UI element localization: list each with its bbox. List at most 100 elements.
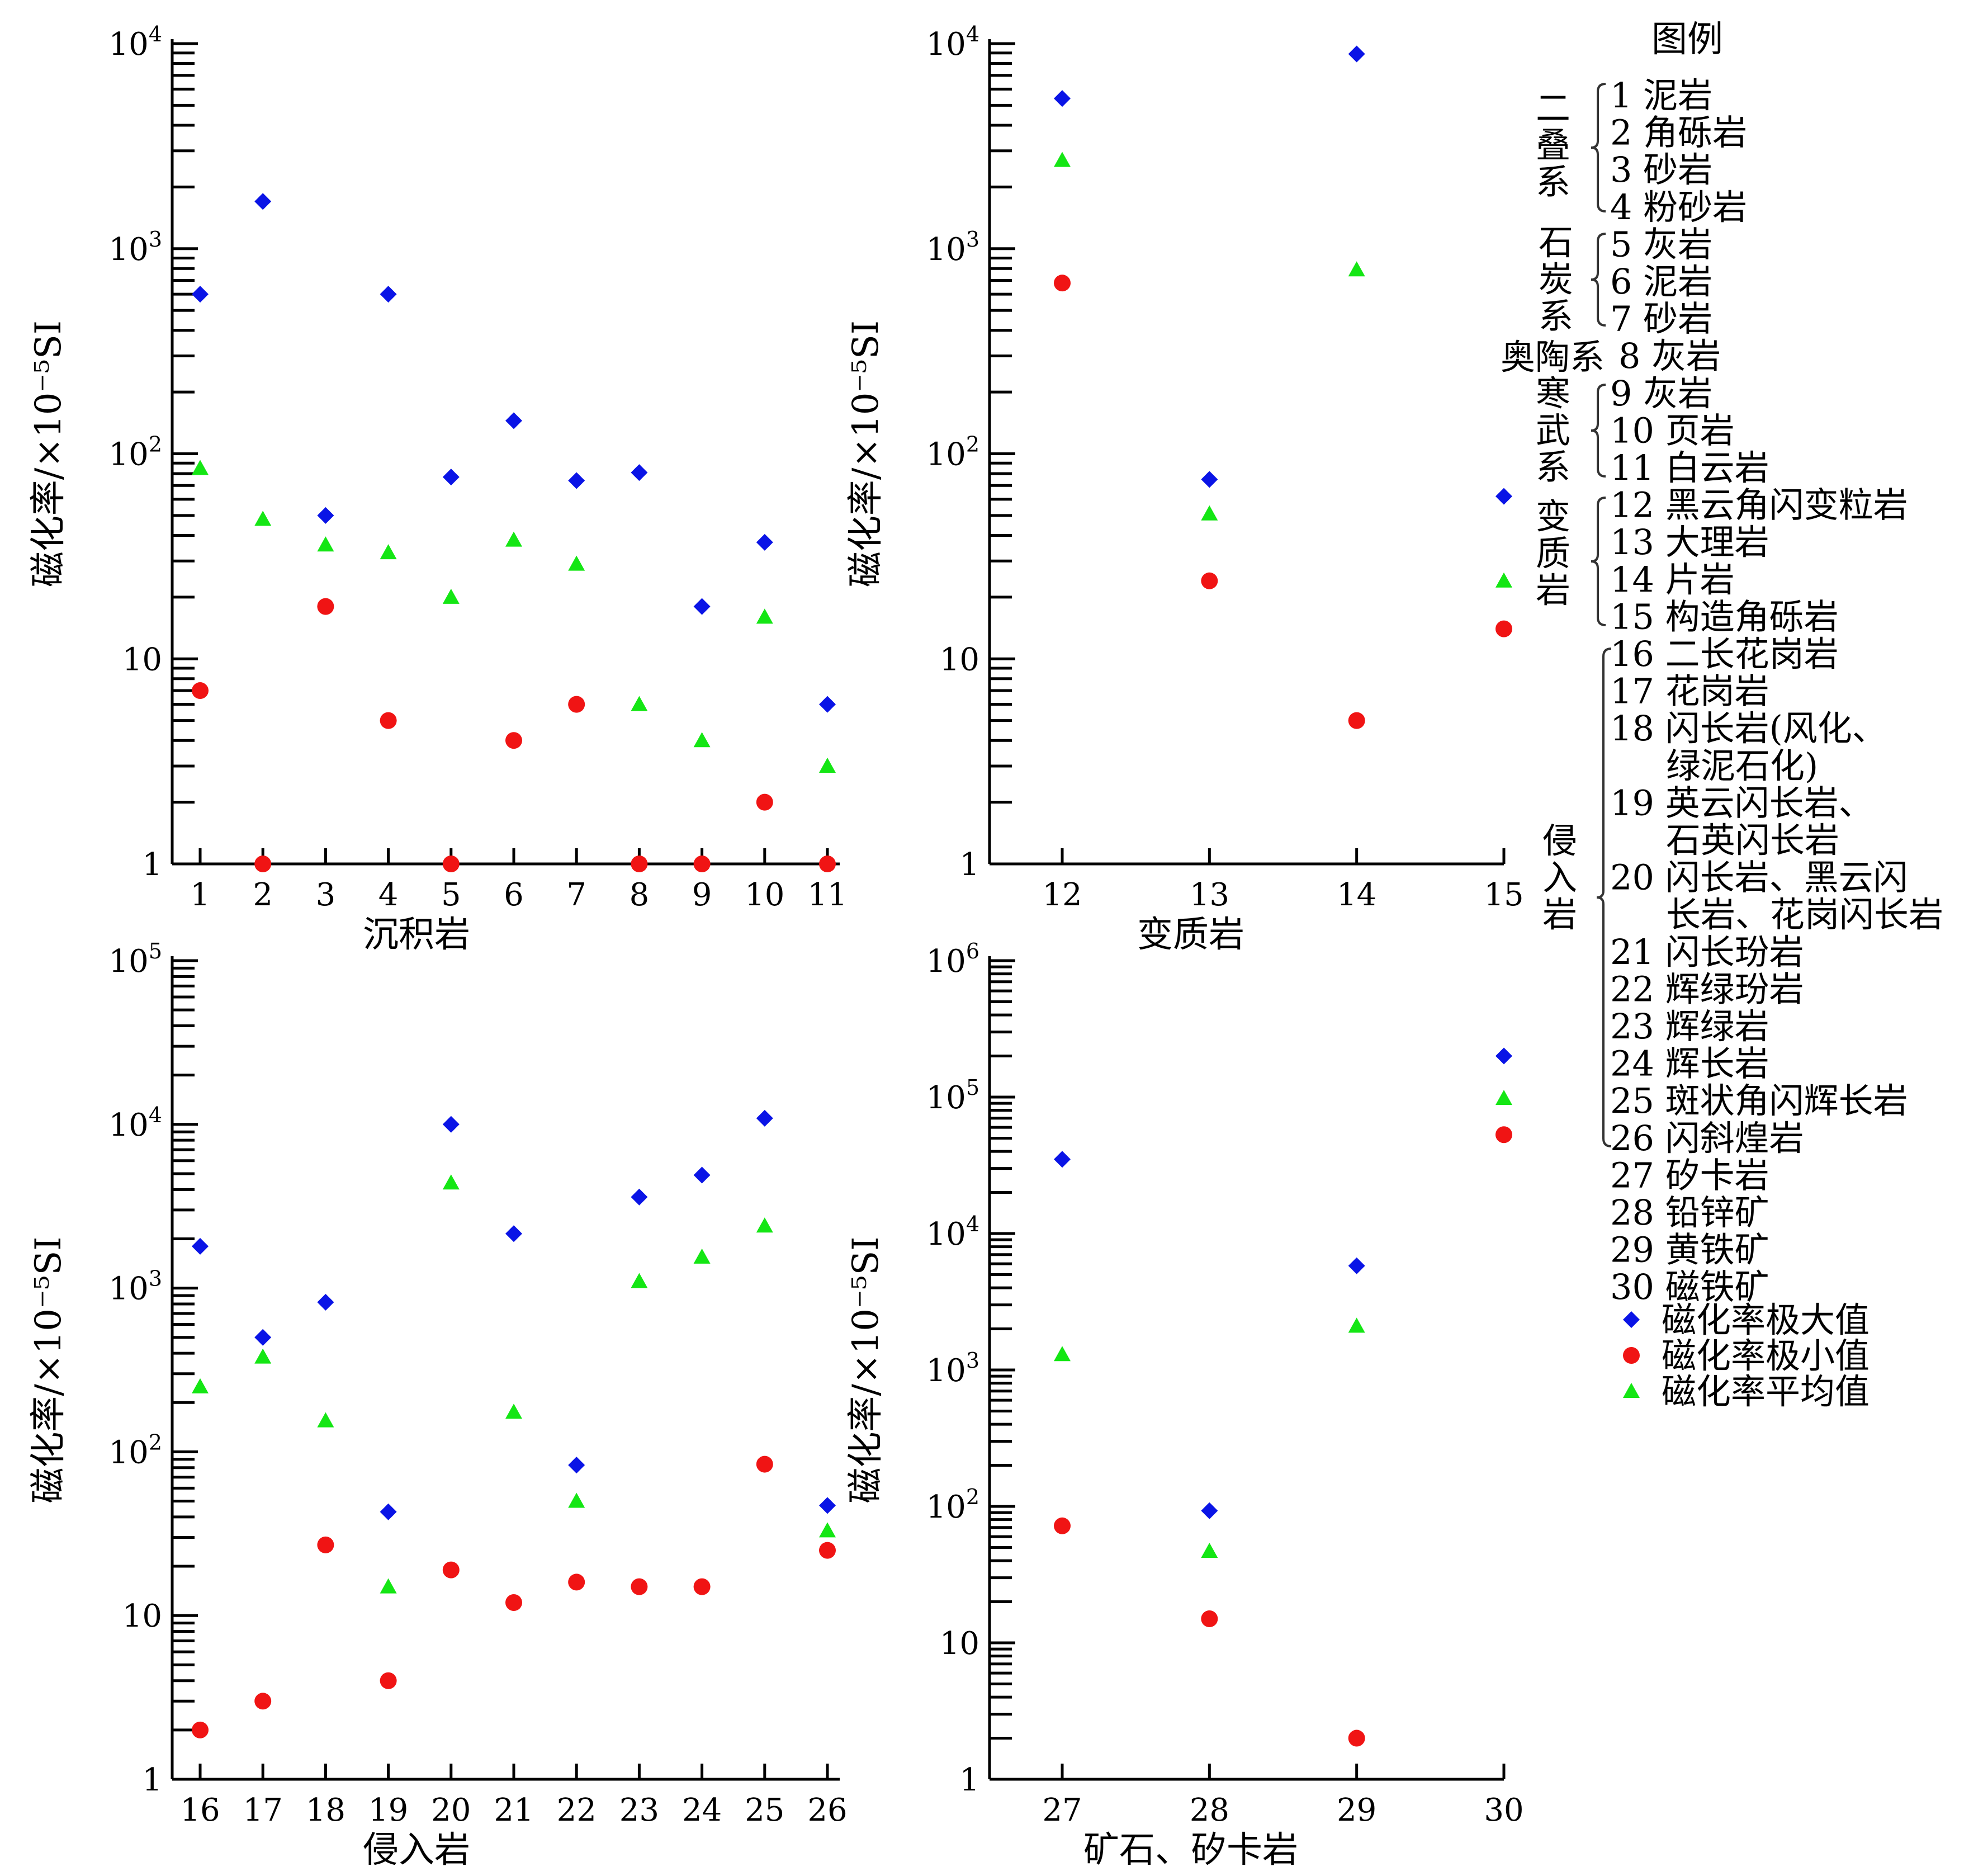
legend-group-cambrian: 寒	[1536, 373, 1570, 414]
point-max	[1348, 1257, 1365, 1274]
series-avg	[1054, 152, 1512, 588]
point-min	[1348, 712, 1365, 729]
x-tick-label: 4	[378, 877, 399, 913]
legend-item: 21 闪长玢岩	[1610, 932, 1804, 972]
legend-group-carboniferous: 系	[1539, 296, 1573, 337]
series-max	[192, 1109, 836, 1520]
point-avg	[442, 588, 460, 604]
point-min	[1054, 1517, 1071, 1534]
point-avg	[317, 1412, 334, 1428]
point-min	[254, 1693, 272, 1710]
y-tick-base: 10	[109, 1107, 149, 1143]
y-tick-label: 1	[959, 847, 979, 883]
y-tick-base: 10	[109, 1271, 149, 1307]
y-tick-label: 103	[926, 1348, 979, 1389]
point-avg	[631, 696, 648, 711]
legend-item: 15 构造角砾岩	[1610, 596, 1839, 637]
brace-carboniferous	[1591, 233, 1606, 327]
point-avg	[756, 1217, 773, 1233]
legend-item: 28 铅锌矿	[1610, 1192, 1769, 1233]
y-tick-label: 104	[109, 22, 162, 63]
point-min	[1054, 275, 1071, 292]
series-avg	[192, 1174, 836, 1594]
y-tick-base: 10	[926, 943, 966, 980]
legend-group-permian: 系	[1536, 162, 1570, 202]
point-avg	[1495, 572, 1512, 588]
brace-intrusive	[1596, 648, 1612, 1147]
y-tick-exponent: 3	[966, 1348, 979, 1373]
legend-item: 8 灰岩	[1618, 335, 1721, 376]
y-tick-exponent: 2	[966, 432, 979, 457]
point-min	[380, 712, 397, 729]
y-tick-exponent: 3	[966, 227, 979, 252]
point-min	[568, 696, 585, 713]
point-max	[1201, 1502, 1218, 1519]
point-min	[317, 598, 334, 615]
legend-group-ordovician: 奥陶系	[1501, 337, 1605, 377]
x-tick-label: 20	[431, 1792, 471, 1828]
legend-group-permian: 二	[1536, 88, 1570, 129]
legend-group-intrusive: 侵	[1542, 820, 1577, 861]
x-tick-label: 18	[306, 1792, 346, 1828]
y-axis-title: 磁化率/×10⁻⁵SI	[845, 1236, 887, 1503]
point-max	[756, 1109, 773, 1127]
series-max	[1054, 1047, 1512, 1519]
x-tick-label: 27	[1042, 1792, 1082, 1828]
legend-item: 29 黄铁矿	[1610, 1230, 1769, 1270]
legend-item: 22 辉绿玢岩	[1610, 968, 1804, 1009]
y-tick-label: 104	[109, 1103, 162, 1143]
series-avg	[1054, 1090, 1512, 1558]
point-min	[254, 856, 272, 872]
point-avg	[380, 1578, 397, 1594]
legend-series-label-max: 磁化率极大值	[1662, 1300, 1870, 1340]
point-max	[568, 472, 585, 489]
y-tick-label: 102	[109, 432, 162, 473]
legend-item: 18 闪长岩(风化、	[1610, 708, 1887, 749]
point-max	[1348, 45, 1365, 63]
point-avg	[756, 608, 773, 624]
y-tick-base: 10	[926, 1080, 966, 1116]
y-tick-label: 105	[926, 1075, 979, 1116]
point-min	[505, 1594, 522, 1612]
y-tick-label: 102	[926, 432, 979, 473]
point-max	[756, 533, 773, 551]
legend-item: 20 闪长岩、黑云闪	[1610, 857, 1908, 898]
x-tick-label: 10	[745, 877, 784, 913]
point-max	[192, 286, 209, 303]
point-min	[505, 732, 522, 749]
y-tick-exponent: 4	[149, 1103, 162, 1127]
legend-group-metamorphic: 岩	[1536, 570, 1570, 611]
legend-item: 12 黑云角闪变粒岩	[1610, 485, 1908, 526]
series-min	[1054, 1126, 1512, 1747]
y-tick-label: 10	[940, 1625, 979, 1662]
point-avg	[192, 460, 209, 475]
legend-item: 4 粉砂岩	[1610, 187, 1747, 228]
point-min	[756, 793, 773, 811]
y-tick-label: 104	[926, 1212, 979, 1253]
x-tick-label: 30	[1484, 1792, 1523, 1828]
y-tick-base: 10	[109, 1434, 149, 1471]
legend-item: 9 灰岩	[1610, 373, 1712, 414]
y-tick-base: 10	[926, 26, 966, 63]
x-tick-label: 19	[368, 1792, 408, 1828]
legend-item: 24 辉长岩	[1610, 1043, 1769, 1084]
y-tick-label: 10	[122, 1598, 162, 1634]
legend-marker-avg	[1623, 1383, 1640, 1398]
legend-group-permian: 叠	[1536, 125, 1570, 166]
point-avg	[1348, 261, 1365, 277]
y-axis-title: 磁化率/×10⁻⁵SI	[845, 320, 887, 587]
x-tick-label: 24	[682, 1792, 722, 1828]
y-tick-exponent: 4	[149, 22, 162, 46]
series-min	[192, 1456, 836, 1738]
legend-item: 5 灰岩	[1610, 224, 1712, 264]
point-min	[317, 1536, 334, 1553]
point-max	[819, 1497, 836, 1514]
y-tick-exponent: 3	[149, 227, 162, 252]
point-max	[1201, 471, 1218, 488]
point-avg	[1054, 1346, 1071, 1362]
legend-group-carboniferous: 石	[1539, 222, 1573, 263]
x-axis-title: 侵入岩	[363, 1830, 470, 1871]
x-tick-label: 5	[441, 877, 461, 913]
y-tick-exponent: 4	[966, 22, 979, 46]
